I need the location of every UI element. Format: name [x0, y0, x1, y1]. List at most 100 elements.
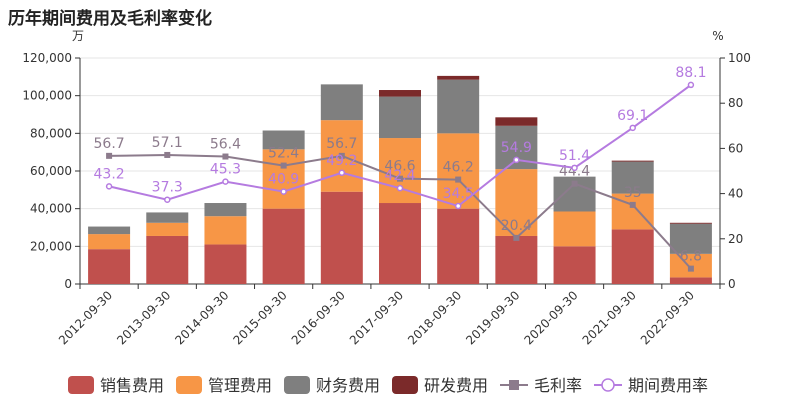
x-tick-label: 2019-09-30: [463, 288, 522, 347]
x-tick-label: 2022-09-30: [638, 288, 697, 347]
bar-segment: [204, 244, 247, 284]
x-tick-label: 2021-09-30: [580, 288, 639, 347]
data-point: [687, 81, 695, 89]
data-label: 6.8: [680, 249, 702, 265]
x-tick-label: 2012-09-30: [56, 288, 115, 347]
bar-segment: [669, 223, 712, 254]
bar-segment: [146, 235, 189, 284]
bar-segment: [553, 211, 596, 247]
data-label: 42.4: [384, 168, 415, 184]
left-tick-label: 80,000: [30, 126, 72, 140]
data-label: 56.7: [326, 136, 357, 152]
bar-segment: [204, 216, 247, 245]
bar-segment: [437, 79, 480, 134]
data-label: 35: [624, 185, 642, 201]
bar-segment: [669, 222, 712, 224]
right-tick-label: 100: [728, 51, 751, 65]
bar-segment: [553, 246, 596, 284]
bar-segment: [320, 84, 363, 121]
data-point: [513, 234, 520, 241]
legend-swatch: [392, 376, 418, 394]
data-point: [629, 124, 636, 132]
legend-label: 期间费用率: [628, 376, 708, 395]
data-point: [338, 169, 346, 177]
bar-segment: [611, 160, 654, 162]
right-tick-label: 0: [728, 277, 736, 291]
bar-segment: [262, 130, 305, 150]
data-label: 52.4: [268, 146, 299, 162]
data-point: [455, 176, 462, 183]
data-point: [105, 183, 113, 190]
data-label: 46.6: [384, 159, 415, 175]
bar-segment: [262, 208, 305, 284]
data-point: [454, 202, 462, 210]
bar-segment: [146, 222, 189, 236]
data-label: 51.4: [559, 148, 590, 164]
legend-marker: [601, 378, 615, 392]
left-tick-label: 100,000: [22, 89, 72, 103]
bar-segment: [379, 96, 421, 139]
data-label: 34.5: [443, 186, 474, 202]
x-tick-label: 2015-09-30: [231, 288, 290, 347]
data-point: [280, 188, 287, 195]
data-label: 88.1: [675, 65, 706, 81]
data-label: 46.2: [443, 160, 474, 176]
legend-label: 研发费用: [424, 376, 488, 395]
data-point: [571, 164, 578, 172]
legend-label: 管理费用: [208, 376, 272, 395]
bar-segment: [495, 235, 538, 284]
bar-segment: [611, 229, 654, 284]
x-tick-label: 2013-09-30: [114, 288, 173, 347]
x-tick-label: 2016-09-30: [289, 288, 348, 347]
right-tick-label: 80: [728, 96, 743, 110]
right-axis-unit: %: [712, 29, 723, 43]
data-label: 56.7: [94, 136, 125, 152]
bar-segment: [320, 191, 363, 284]
data-point: [222, 178, 229, 185]
data-point: [338, 152, 345, 159]
left-tick-label: 0: [64, 277, 72, 291]
legend-label: 销售费用: [100, 376, 164, 395]
bar-segment: [88, 234, 131, 250]
data-label: 45.3: [210, 162, 241, 178]
data-point: [222, 153, 229, 160]
data-label: 43.2: [94, 166, 125, 182]
x-tick-label: 2014-09-30: [172, 288, 231, 347]
bar-segment: [88, 249, 131, 284]
bar-segment: [437, 75, 480, 80]
data-label: 40.9: [268, 172, 299, 188]
data-point: [629, 201, 636, 208]
bar-segment: [611, 161, 654, 194]
data-label: 20.4: [501, 218, 532, 234]
data-label: 49.2: [326, 153, 357, 169]
data-point: [513, 156, 520, 164]
data-label: 37.3: [152, 180, 183, 196]
left-tick-label: 60,000: [30, 164, 72, 178]
data-label: 54.9: [501, 140, 532, 156]
chart-title: 历年期间费用及毛利率变化: [8, 9, 212, 29]
x-tick-label: 2018-09-30: [405, 288, 464, 347]
data-point: [397, 175, 403, 182]
bar-segment: [437, 208, 480, 284]
left-tick-label: 20,000: [30, 239, 72, 253]
bar-segment: [495, 117, 538, 126]
data-label: 69.1: [617, 108, 648, 124]
legend-marker: [509, 380, 519, 390]
data-point: [280, 162, 287, 169]
legend-swatch: [68, 376, 94, 394]
x-tick-label: 2017-09-30: [347, 288, 406, 347]
data-point: [571, 180, 578, 187]
legend-swatch: [176, 376, 202, 394]
bar-segment: [379, 90, 421, 97]
right-tick-label: 40: [728, 187, 743, 201]
bar-segment: [88, 226, 131, 235]
data-point: [687, 265, 694, 272]
left-tick-label: 120,000: [22, 51, 72, 65]
bar-segment: [379, 203, 421, 284]
right-tick-label: 20: [728, 232, 743, 246]
bar-segment: [262, 149, 305, 209]
bar-segment: [669, 277, 712, 284]
data-point: [106, 152, 113, 159]
